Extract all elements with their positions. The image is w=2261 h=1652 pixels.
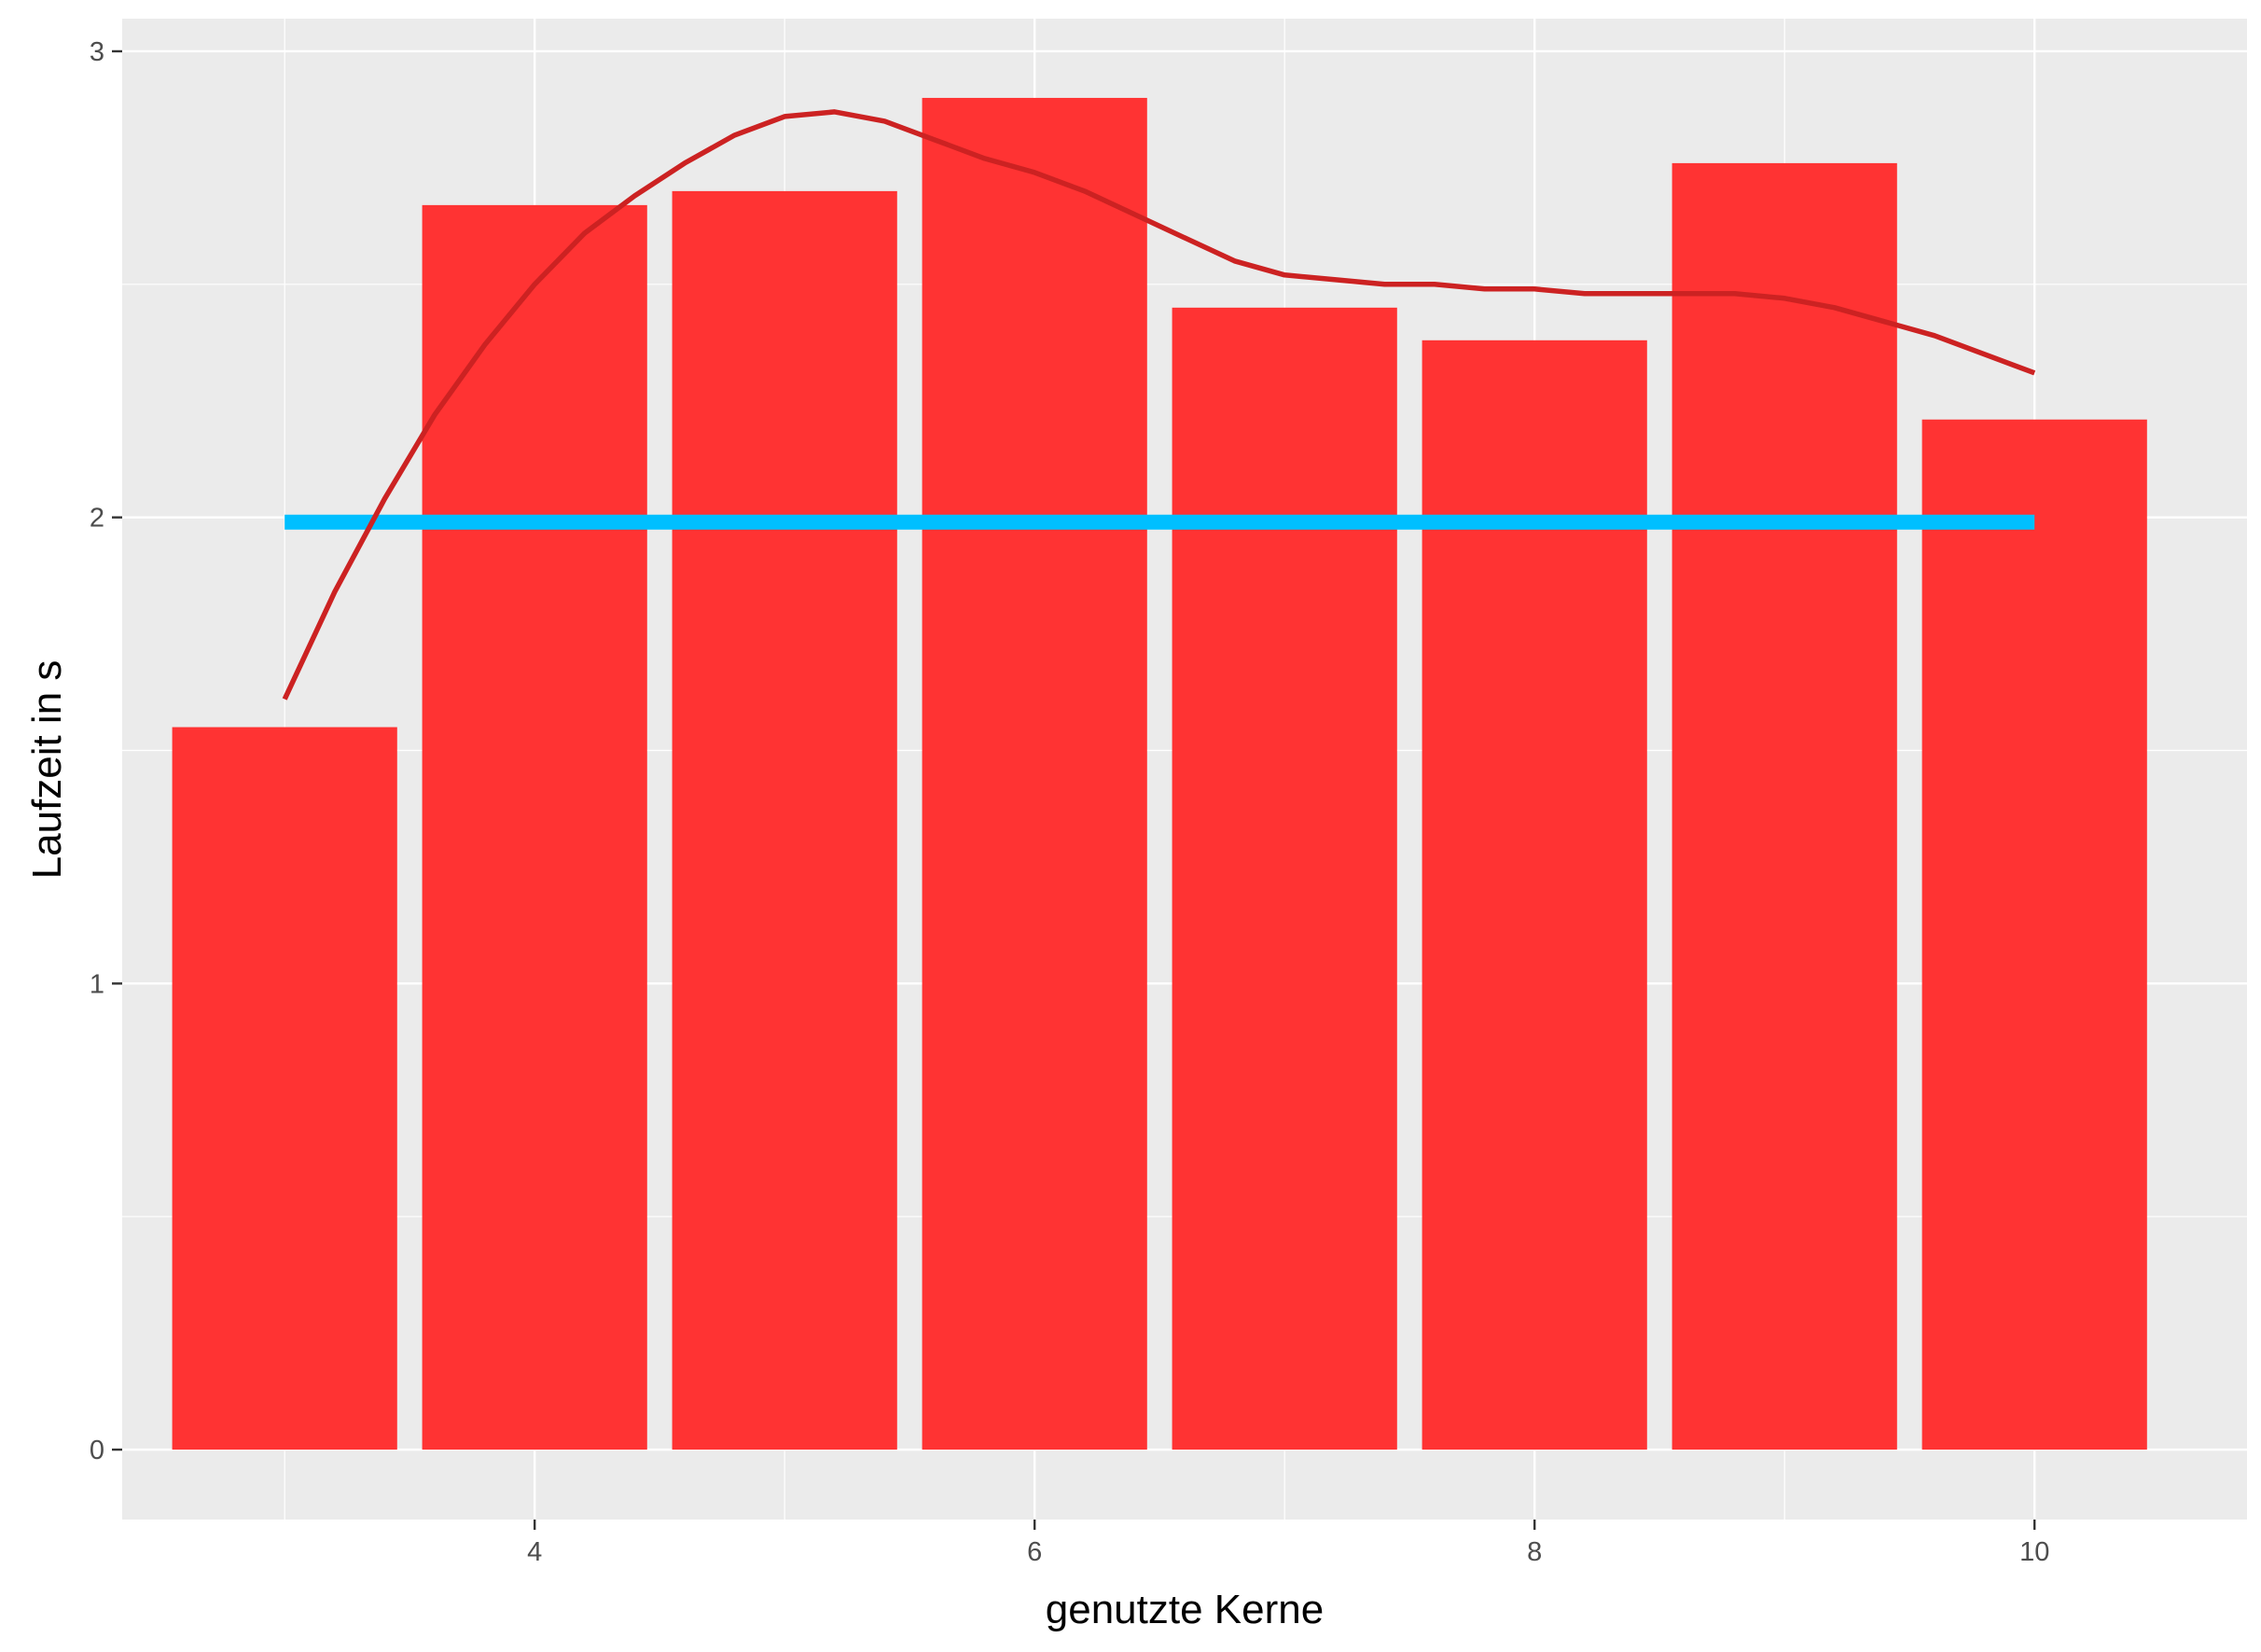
bar xyxy=(1422,340,1647,1451)
y-tick-label: 3 xyxy=(90,37,104,67)
x-tick-label: 8 xyxy=(1527,1537,1542,1567)
x-tick-label: 6 xyxy=(1027,1537,1042,1567)
smooth-curve xyxy=(282,109,2036,701)
y-tick-label: 1 xyxy=(90,969,104,999)
bar xyxy=(1921,419,2147,1451)
bar xyxy=(1172,307,1397,1451)
bars xyxy=(172,97,2147,1451)
x-tick-label: 10 xyxy=(2019,1537,2049,1567)
x-axis-title: genutzte Kerne xyxy=(1046,1587,1324,1632)
y-axis: 0 1 2 3 xyxy=(90,37,122,1465)
x-tick-label: 4 xyxy=(527,1537,542,1567)
y-axis-title: Laufzeit in s xyxy=(24,660,70,880)
y-tick-label: 2 xyxy=(90,504,104,534)
bar xyxy=(922,97,1147,1451)
x-axis: 4 6 8 10 xyxy=(527,1520,2049,1567)
overlays xyxy=(282,109,2036,701)
bar xyxy=(672,190,897,1451)
y-tick-label: 0 xyxy=(90,1436,104,1465)
bar xyxy=(172,727,397,1451)
bar xyxy=(1671,162,1897,1451)
bar xyxy=(422,204,647,1451)
